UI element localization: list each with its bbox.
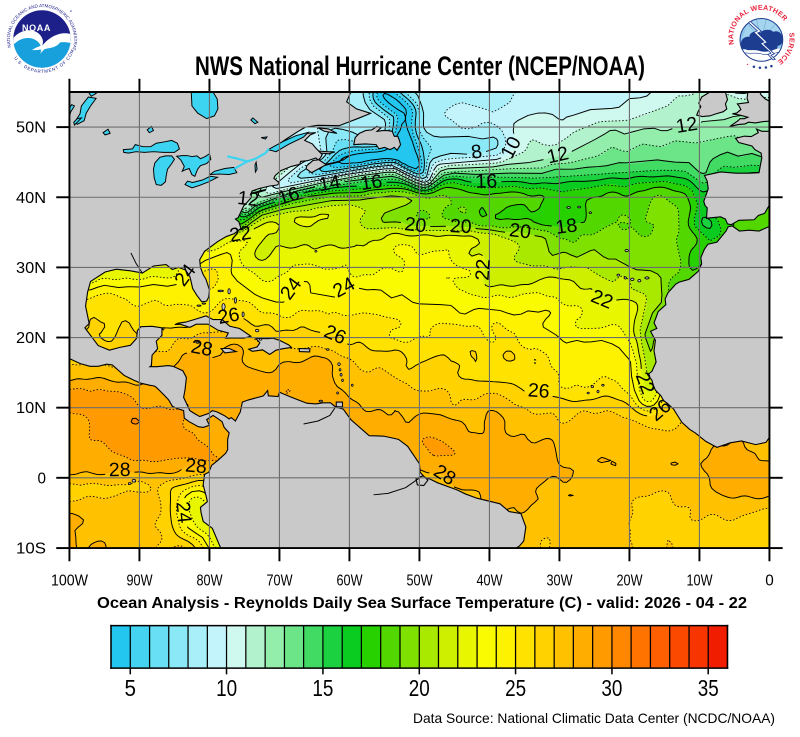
- svg-text:30N: 30N: [16, 260, 46, 277]
- svg-text:16: 16: [359, 170, 384, 195]
- svg-text:8: 8: [470, 141, 484, 164]
- svg-text:28: 28: [184, 454, 207, 478]
- svg-text:70W: 70W: [267, 573, 293, 590]
- svg-text:20N: 20N: [16, 330, 46, 347]
- svg-text:50W: 50W: [407, 573, 433, 590]
- svg-text:26: 26: [527, 379, 550, 403]
- svg-text:0: 0: [765, 573, 774, 590]
- svg-text:22: 22: [472, 258, 495, 281]
- svg-text:NOAA: NOAA: [22, 23, 51, 33]
- svg-text:12: 12: [545, 142, 571, 168]
- svg-text:12: 12: [674, 113, 699, 138]
- svg-text:Data Source: National Climatic: Data Source: National Climatic Data Cent…: [413, 710, 775, 726]
- svg-text:20W: 20W: [617, 573, 643, 590]
- svg-text:24: 24: [171, 501, 195, 525]
- svg-text:12: 12: [236, 187, 260, 211]
- svg-text:20: 20: [409, 675, 430, 701]
- svg-text:0: 0: [38, 470, 47, 487]
- svg-text:40N: 40N: [16, 190, 46, 207]
- svg-text:18: 18: [554, 214, 578, 239]
- svg-text:30: 30: [601, 675, 622, 701]
- svg-text:NWS National Hurricane Center: NWS National Hurricane Center (NCEP/NOAA…: [195, 51, 645, 81]
- svg-text:15: 15: [312, 675, 333, 701]
- svg-text:14: 14: [317, 171, 342, 197]
- svg-text:20: 20: [508, 219, 532, 243]
- svg-text:Ocean Analysis - Reynolds Dail: Ocean Analysis - Reynolds Daily Sea Surf…: [97, 595, 747, 612]
- svg-text:30W: 30W: [547, 573, 573, 590]
- svg-text:5: 5: [125, 675, 137, 701]
- svg-text:35: 35: [698, 675, 719, 701]
- svg-text:20: 20: [403, 213, 427, 237]
- svg-text:90W: 90W: [127, 573, 153, 590]
- svg-text:25: 25: [505, 675, 526, 701]
- svg-text:28: 28: [109, 459, 131, 481]
- svg-text:40W: 40W: [477, 573, 503, 590]
- svg-text:20: 20: [449, 215, 472, 238]
- svg-text:10W: 10W: [687, 573, 713, 590]
- svg-text:10: 10: [216, 675, 237, 701]
- svg-text:28: 28: [189, 336, 214, 362]
- svg-text:26: 26: [216, 303, 241, 329]
- svg-text:10S: 10S: [16, 541, 46, 558]
- svg-text:16: 16: [475, 170, 497, 192]
- svg-text:22: 22: [228, 222, 253, 247]
- svg-text:50N: 50N: [16, 120, 46, 137]
- svg-text:100W: 100W: [51, 573, 88, 590]
- svg-text:60W: 60W: [337, 573, 363, 590]
- svg-text:10N: 10N: [16, 400, 46, 417]
- svg-text:80W: 80W: [197, 573, 223, 590]
